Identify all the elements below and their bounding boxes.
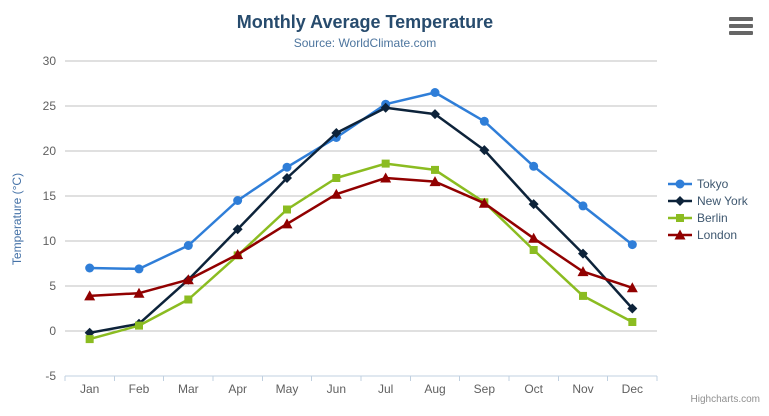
- series-line: [88, 91, 634, 271]
- series-marker-square[interactable]: [431, 165, 439, 174]
- legend-marker-icon: [668, 195, 692, 206]
- x-axis-tick-label: Oct: [524, 382, 543, 396]
- series-marker-square[interactable]: [332, 174, 341, 182]
- series-london: [84, 172, 638, 301]
- series-marker-circle[interactable]: [627, 240, 637, 250]
- x-axis-tick-label: Apr: [228, 382, 247, 396]
- legend-label: New York: [697, 193, 748, 208]
- series-marker-triangle[interactable]: [380, 172, 392, 183]
- series-marker-triangle[interactable]: [84, 290, 96, 301]
- series-marker-diamond[interactable]: [232, 224, 243, 235]
- y-axis-tick-label: 30: [43, 54, 57, 68]
- series-marker-circle[interactable]: [134, 264, 144, 274]
- y-axis-tick-label: 5: [49, 279, 56, 293]
- series-marker-triangle[interactable]: [281, 218, 293, 229]
- series-marker-square[interactable]: [283, 205, 291, 214]
- series-marker-circle[interactable]: [233, 196, 243, 205]
- series-marker-diamond[interactable]: [331, 128, 342, 138]
- series-line: [88, 162, 634, 341]
- series-line: [88, 106, 634, 335]
- legend-marker-icon: [668, 229, 692, 239]
- y-axis-title: Temperature (°C): [10, 172, 24, 266]
- chart-subtitle: Source: WorldClimate.com: [293, 36, 437, 50]
- legend-item-berlin[interactable]: Berlin: [668, 209, 748, 226]
- series-marker-circle[interactable]: [479, 116, 489, 126]
- series-marker-diamond[interactable]: [282, 173, 292, 183]
- y-axis-tick-label: 25: [43, 99, 57, 113]
- x-axis-tick-label: Jun: [327, 382, 346, 396]
- legend-label: London: [697, 227, 738, 242]
- series-marker-circle: [675, 179, 685, 188]
- x-axis-tick-label: Mar: [178, 382, 199, 396]
- series-marker-diamond[interactable]: [627, 303, 638, 314]
- series-marker-square[interactable]: [529, 246, 538, 254]
- x-axis-tick-label: Dec: [622, 382, 643, 396]
- series-tokyo: [85, 88, 637, 274]
- legend-item-new-york[interactable]: New York: [668, 192, 748, 209]
- y-axis-tick-label: 20: [43, 144, 57, 158]
- series-marker-circle[interactable]: [578, 201, 588, 211]
- series-marker-square[interactable]: [184, 295, 193, 304]
- chart-title: Monthly Average Temperature: [236, 12, 494, 32]
- series-marker-diamond[interactable]: [479, 145, 490, 156]
- legend-marker-icon: [668, 179, 692, 188]
- series-marker-square: [676, 213, 684, 222]
- series-marker-triangle[interactable]: [429, 176, 441, 187]
- series-marker-circle[interactable]: [430, 88, 440, 97]
- series-marker-square[interactable]: [85, 335, 94, 344]
- legend-item-london[interactable]: London: [668, 226, 748, 243]
- legend-marker-icon: [668, 213, 692, 222]
- x-axis-tick-label: Nov: [572, 382, 593, 396]
- series-marker-square[interactable]: [579, 291, 587, 300]
- series-marker-triangle[interactable]: [478, 197, 490, 208]
- series-new-york: [84, 102, 638, 338]
- series-marker-square[interactable]: [628, 318, 637, 326]
- credits-link[interactable]: Highcharts.com: [690, 394, 760, 405]
- series-marker-triangle[interactable]: [232, 249, 244, 259]
- series-marker-triangle: [674, 229, 686, 239]
- hamburger-bar: [729, 17, 753, 21]
- hamburger-bar: [729, 31, 753, 35]
- series-marker-triangle[interactable]: [133, 287, 145, 298]
- x-axis-tick-label: May: [276, 382, 299, 396]
- series-marker-triangle[interactable]: [577, 266, 589, 277]
- series-marker-diamond[interactable]: [528, 199, 539, 210]
- x-axis-tick-label: Feb: [129, 382, 150, 396]
- legend: Tokyo New York Berlin London: [668, 175, 748, 243]
- series-marker-circle[interactable]: [282, 162, 292, 172]
- x-axis-tick-label: Jan: [80, 382, 99, 396]
- legend-label: Berlin: [697, 210, 728, 225]
- legend-label: Tokyo: [697, 176, 729, 191]
- series-marker-triangle[interactable]: [182, 274, 194, 285]
- series-marker-circle[interactable]: [183, 241, 193, 250]
- series-marker-diamond[interactable]: [430, 109, 440, 120]
- series-marker-diamond[interactable]: [578, 248, 588, 259]
- y-axis-tick-label: -5: [45, 369, 56, 383]
- series-marker-triangle[interactable]: [330, 188, 342, 199]
- y-axis-tick-label: 0: [49, 324, 56, 338]
- series-marker-square[interactable]: [135, 321, 143, 330]
- y-axis-tick-label: 15: [43, 189, 57, 203]
- legend-item-tokyo[interactable]: Tokyo: [668, 175, 748, 192]
- series-marker-triangle[interactable]: [528, 232, 540, 243]
- series-marker-square[interactable]: [381, 159, 390, 168]
- hamburger-bar: [729, 24, 753, 28]
- hamburger-icon[interactable]: [729, 17, 753, 35]
- series-marker-circle[interactable]: [85, 263, 95, 273]
- series-marker-triangle[interactable]: [626, 282, 638, 293]
- x-axis-tick-label: Sep: [474, 382, 496, 396]
- series-marker-circle[interactable]: [529, 161, 539, 171]
- x-axis-tick-label: Aug: [424, 382, 445, 396]
- y-axis-tick-label: 10: [43, 234, 57, 248]
- series-marker-diamond[interactable]: [380, 102, 391, 113]
- series-marker-diamond: [675, 195, 685, 206]
- x-axis-tick-label: Jul: [378, 382, 393, 396]
- series-line: [88, 176, 634, 298]
